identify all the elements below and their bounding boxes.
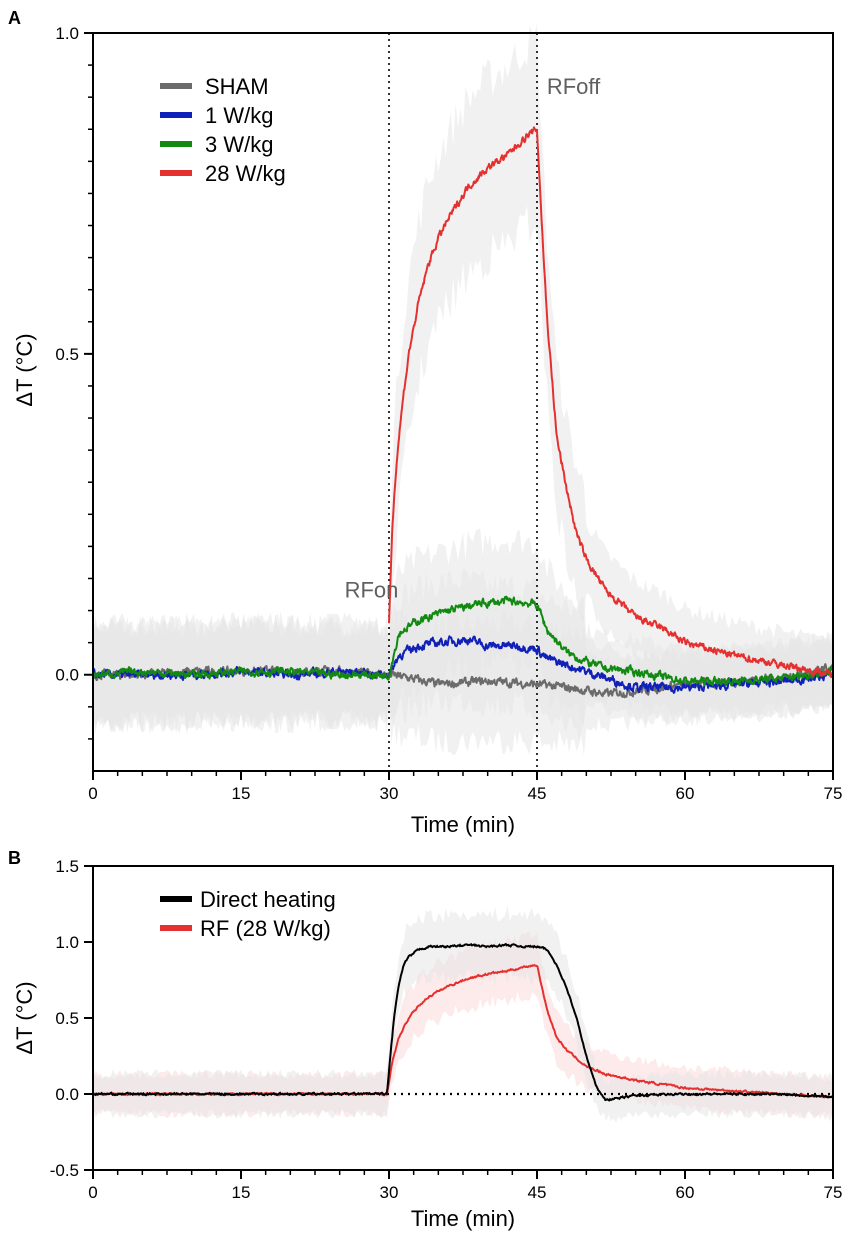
legend-label-sham: SHAM	[205, 74, 269, 99]
annotation-rfon: RFon	[345, 578, 399, 603]
panel-b-ytick-label: 0.0	[55, 1085, 79, 1104]
band-w3	[93, 528, 833, 735]
legend-label-3wkg: 3 W/kg	[205, 132, 273, 157]
panel-b-x-axis-label: Time (min)	[411, 1206, 515, 1231]
legend-swatch-1wkg	[160, 112, 192, 118]
legend-swatch-direct-heating	[160, 896, 192, 902]
band-w28	[389, 23, 833, 713]
panel-b-series-lines	[92, 942, 834, 1102]
panel-a-ytick-label: 1.0	[55, 24, 79, 43]
panel-letter-a: A	[8, 8, 21, 28]
panel-b-legend: Direct heating RF (28 W/kg)	[160, 887, 336, 941]
legend-label-rf: RF (28 W/kg)	[200, 916, 331, 941]
legend-label-direct-heating: Direct heating	[200, 887, 336, 912]
panel-a-series-lines	[92, 126, 834, 699]
panel-b-xtick-label: 30	[380, 1183, 399, 1202]
panel-a-legend: SHAM 1 W/kg 3 W/kg 28 W/kg	[160, 74, 286, 186]
panel-a-xtick-label: 15	[232, 784, 251, 803]
panel-a-ytick-label: 0.0	[55, 666, 79, 685]
band-rf	[93, 931, 833, 1121]
panel-b-xtick-label: 0	[88, 1183, 97, 1202]
panel-a: A RFon RFoff 0 15 30 45 60 75 0.0 0.5 1.…	[8, 8, 842, 837]
panel-a-xtick-label: 30	[380, 784, 399, 803]
panel-a-xtick-label: 45	[528, 784, 547, 803]
legend-swatch-28wkg	[160, 170, 192, 176]
series-line-direct	[92, 942, 834, 1102]
panel-a-ytick-label: 0.5	[55, 345, 79, 364]
legend-label-28wkg: 28 W/kg	[205, 161, 286, 186]
series-line-w28	[388, 126, 834, 678]
panel-b-ytick-label: -0.5	[50, 1161, 79, 1180]
panel-a-axis-ticks	[84, 32, 834, 780]
panel-b-axis-ticks	[84, 865, 834, 1179]
legend-swatch-rf	[160, 925, 192, 931]
legend-swatch-sham	[160, 83, 192, 89]
panel-b-ytick-label: 1.0	[55, 933, 79, 952]
panel-a-x-axis-label: Time (min)	[411, 812, 515, 837]
annotation-rfoff: RFoff	[547, 74, 601, 99]
panel-b-xtick-label: 75	[824, 1183, 843, 1202]
band-direct	[93, 905, 833, 1123]
panel-b-xtick-label: 15	[232, 1183, 251, 1202]
panel-b-ytick-label: 1.5	[55, 857, 79, 876]
series-line-w3	[92, 595, 834, 687]
panel-b: B 0 15 30 45 60 75 -0.5 0.0 0.5 1.0 1.5 …	[8, 848, 842, 1231]
panel-a-xtick-label: 60	[676, 784, 695, 803]
panel-b-confidence-bands	[93, 905, 833, 1123]
panel-a-xtick-label: 0	[88, 784, 97, 803]
panel-b-y-axis-label: ΔT (°C)	[12, 981, 37, 1054]
legend-swatch-3wkg	[160, 141, 192, 147]
panel-b-xtick-label: 45	[528, 1183, 547, 1202]
panel-b-ytick-label: 0.5	[55, 1009, 79, 1028]
panel-a-confidence-bands	[93, 23, 833, 756]
panel-letter-b: B	[8, 848, 21, 868]
panel-a-xtick-label: 75	[824, 784, 843, 803]
legend-label-1wkg: 1 W/kg	[205, 103, 273, 128]
panel-a-y-axis-label: ΔT (°C)	[12, 333, 37, 406]
panel-b-xtick-label: 60	[676, 1183, 695, 1202]
